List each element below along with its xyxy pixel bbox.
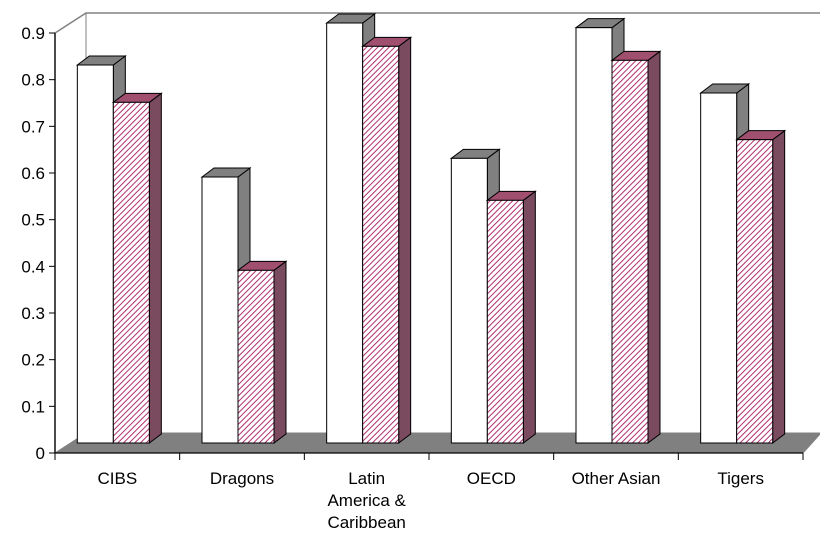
bar xyxy=(112,101,150,444)
bars xyxy=(75,13,787,444)
x-category-label: Other Asian xyxy=(572,469,661,488)
x-category-label: OECD xyxy=(467,469,516,488)
bar-side xyxy=(772,129,786,444)
y-tick-label: 0.8 xyxy=(21,71,45,90)
bar xyxy=(326,22,364,444)
x-category-label: Latin America & Caribbean xyxy=(327,469,406,532)
y-tick-label: 0.1 xyxy=(21,397,45,416)
y-tick-label: 0.2 xyxy=(21,351,45,370)
y-tick-label: 0.5 xyxy=(21,211,45,230)
bar xyxy=(362,45,400,444)
bar xyxy=(76,64,114,444)
y-axis: 0 0.1 0.2 0.3 0.4 0.5 0.6 0.7 0.8 0.9 xyxy=(21,24,56,463)
bar-side xyxy=(522,190,536,444)
y-tick-label: 0 xyxy=(36,444,45,463)
x-axis: CIBS Dragons Latin America & Caribbean OECD Ot… xyxy=(54,452,804,532)
x-category-label: Dragons xyxy=(210,469,274,488)
bar xyxy=(450,157,488,444)
bar xyxy=(611,59,649,444)
bar xyxy=(700,92,738,444)
bar xyxy=(201,176,239,444)
x-category-label: CIBS xyxy=(97,469,137,488)
bar xyxy=(736,139,774,444)
bar xyxy=(237,269,275,444)
y-tick-label: 0.9 xyxy=(21,24,45,43)
y-tick-label: 0.6 xyxy=(21,164,45,183)
bar-side xyxy=(273,260,287,444)
y-tick-label: 0.3 xyxy=(21,304,45,323)
y-tick-label: 0.4 xyxy=(21,257,45,276)
bar-side xyxy=(398,36,412,444)
bar-side xyxy=(148,92,162,444)
x-category-label: Tigers xyxy=(717,469,764,488)
bar xyxy=(486,199,524,444)
bar xyxy=(575,27,613,444)
y-tick-label: 0.7 xyxy=(21,117,45,136)
bar-side xyxy=(647,50,661,444)
